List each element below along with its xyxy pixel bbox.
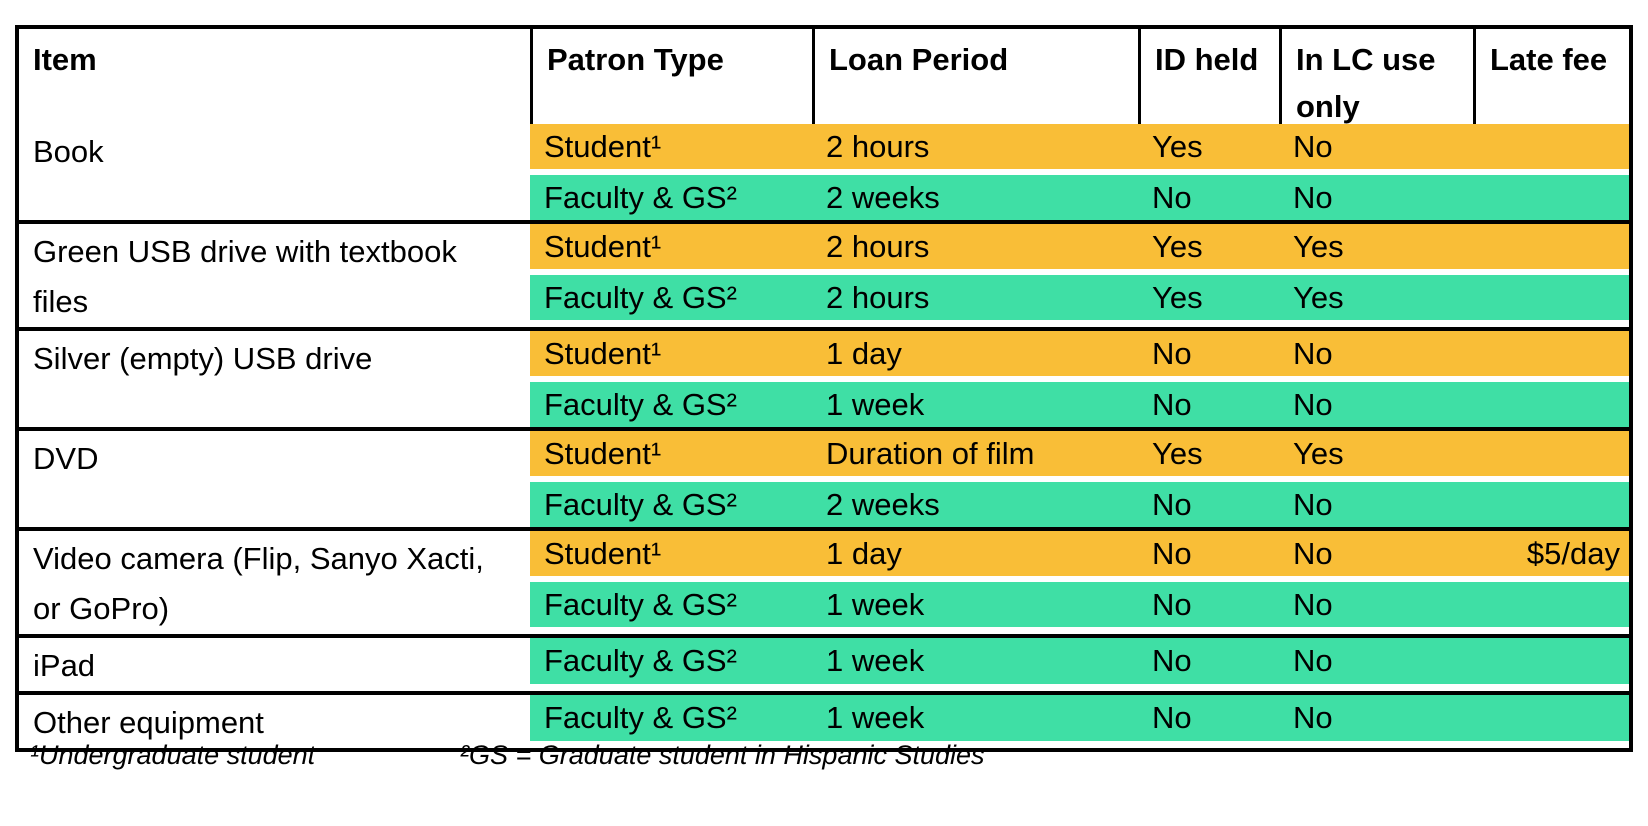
header-patron-type: Patron Type — [530, 29, 812, 130]
late-fee-cell — [1473, 582, 1629, 627]
loan-period-cell: Duration of film — [812, 431, 1138, 476]
header-in-lc-use-only: In LC use only — [1279, 29, 1473, 130]
late-fee-cell — [1473, 431, 1629, 476]
loan-period-cell: 1 day — [812, 531, 1138, 576]
in-lc-cell: No — [1279, 331, 1473, 376]
id-held-cell: No — [1138, 695, 1279, 741]
loan-policy-table: Item Patron Type Loan Period ID held In … — [15, 25, 1633, 752]
table-row-group-ipad: iPad Faculty & GS² 1 week No No — [19, 638, 1629, 695]
table-row-student: Student¹ 2 hours Yes Yes — [530, 224, 1629, 269]
late-fee-cell — [1473, 695, 1629, 741]
footnotes: ¹Undergraduate student ²GS = Graduate st… — [30, 740, 985, 771]
late-fee-cell — [1473, 331, 1629, 376]
late-fee-cell — [1473, 175, 1629, 220]
table-row-faculty: Faculty & GS² 1 week No No — [530, 382, 1629, 427]
patron-type-cell: Faculty & GS² — [530, 638, 812, 684]
id-held-cell: No — [1138, 638, 1279, 684]
id-held-cell: No — [1138, 175, 1279, 220]
id-held-cell: No — [1138, 382, 1279, 427]
item-cell: iPad — [19, 638, 530, 691]
loan-period-cell: 2 hours — [812, 224, 1138, 269]
item-cell: Green USB drive with textbook files — [19, 224, 530, 327]
loan-period-cell: 2 hours — [812, 124, 1138, 169]
loan-period-cell: 2 hours — [812, 275, 1138, 320]
late-fee-cell: $5/day — [1473, 531, 1629, 576]
header-loan-period: Loan Period — [812, 29, 1138, 130]
table-row-group-dvd: DVD Student¹ Duration of film Yes Yes Fa… — [19, 431, 1629, 531]
in-lc-cell: No — [1279, 124, 1473, 169]
table-row-group-book: Book Student¹ 2 hours Yes No Faculty & G… — [19, 124, 1629, 224]
patron-type-cell: Faculty & GS² — [530, 275, 812, 320]
table-row-group-green-usb: Green USB drive with textbook files Stud… — [19, 224, 1629, 331]
in-lc-cell: No — [1279, 638, 1473, 684]
in-lc-cell: Yes — [1279, 275, 1473, 320]
loan-period-cell: 1 week — [812, 582, 1138, 627]
patron-type-cell: Faculty & GS² — [530, 175, 812, 220]
late-fee-cell — [1473, 638, 1629, 684]
in-lc-cell: No — [1279, 382, 1473, 427]
header-item: Item — [19, 29, 530, 130]
table-row-student: Student¹ 2 hours Yes No — [530, 124, 1629, 169]
patron-type-cell: Faculty & GS² — [530, 582, 812, 627]
table-row-group-video-camera: Video camera (Flip, Sanyo Xacti, or GoPr… — [19, 531, 1629, 638]
table-header-row: Item Patron Type Loan Period ID held In … — [19, 29, 1629, 130]
loan-period-cell: 2 weeks — [812, 482, 1138, 527]
patron-type-cell: Faculty & GS² — [530, 482, 812, 527]
table-row-faculty: Faculty & GS² 1 week No No — [530, 582, 1629, 627]
in-lc-cell: No — [1279, 482, 1473, 527]
table-row-faculty: Faculty & GS² 1 week No No — [530, 695, 1629, 741]
id-held-cell: No — [1138, 531, 1279, 576]
footnote-undergraduate: ¹Undergraduate student — [30, 740, 316, 770]
late-fee-cell — [1473, 224, 1629, 269]
in-lc-cell: No — [1279, 695, 1473, 741]
loan-period-cell: 1 week — [812, 382, 1138, 427]
id-held-cell: No — [1138, 331, 1279, 376]
id-held-cell: No — [1138, 582, 1279, 627]
in-lc-cell: No — [1279, 531, 1473, 576]
patron-type-cell: Student¹ — [530, 124, 812, 169]
patron-type-cell: Student¹ — [530, 224, 812, 269]
in-lc-cell: Yes — [1279, 431, 1473, 476]
footnote-graduate: ²GS = Graduate student in Hispanic Studi… — [460, 740, 985, 770]
loan-period-cell: 1 week — [812, 695, 1138, 741]
late-fee-cell — [1473, 124, 1629, 169]
in-lc-cell: Yes — [1279, 224, 1473, 269]
id-held-cell: Yes — [1138, 124, 1279, 169]
in-lc-cell: No — [1279, 175, 1473, 220]
table-row-student: Student¹ Duration of film Yes Yes — [530, 431, 1629, 476]
item-cell: DVD — [19, 431, 530, 527]
table-row-faculty: Faculty & GS² 2 weeks No No — [530, 482, 1629, 527]
late-fee-cell — [1473, 275, 1629, 320]
loan-period-cell: 2 weeks — [812, 175, 1138, 220]
item-cell: Book — [19, 124, 530, 220]
id-held-cell: Yes — [1138, 275, 1279, 320]
patron-type-cell: Faculty & GS² — [530, 382, 812, 427]
patron-type-cell: Student¹ — [530, 431, 812, 476]
item-cell: Silver (empty) USB drive — [19, 331, 530, 427]
late-fee-cell — [1473, 482, 1629, 527]
in-lc-cell: No — [1279, 582, 1473, 627]
loan-period-cell: 1 day — [812, 331, 1138, 376]
loan-period-cell: 1 week — [812, 638, 1138, 684]
table-row-faculty: Faculty & GS² 1 week No No — [530, 638, 1629, 684]
id-held-cell: No — [1138, 482, 1279, 527]
table-row-student: Student¹ 1 day No No — [530, 331, 1629, 376]
header-id-held: ID held — [1138, 29, 1279, 130]
table-row-faculty: Faculty & GS² 2 weeks No No — [530, 175, 1629, 220]
id-held-cell: Yes — [1138, 431, 1279, 476]
table-row-group-silver-usb: Silver (empty) USB drive Student¹ 1 day … — [19, 331, 1629, 431]
id-held-cell: Yes — [1138, 224, 1279, 269]
header-late-fee: Late fee — [1473, 29, 1629, 130]
patron-type-cell: Student¹ — [530, 331, 812, 376]
patron-type-cell: Student¹ — [530, 531, 812, 576]
patron-type-cell: Faculty & GS² — [530, 695, 812, 741]
item-cell: Video camera (Flip, Sanyo Xacti, or GoPr… — [19, 531, 530, 634]
table-row-student: Student¹ 1 day No No $5/day — [530, 531, 1629, 576]
table-row-group-other-equipment: Other equipment Faculty & GS² 1 week No … — [19, 695, 1629, 748]
item-cell: Other equipment — [19, 695, 530, 748]
late-fee-cell — [1473, 382, 1629, 427]
table-row-faculty: Faculty & GS² 2 hours Yes Yes — [530, 275, 1629, 320]
